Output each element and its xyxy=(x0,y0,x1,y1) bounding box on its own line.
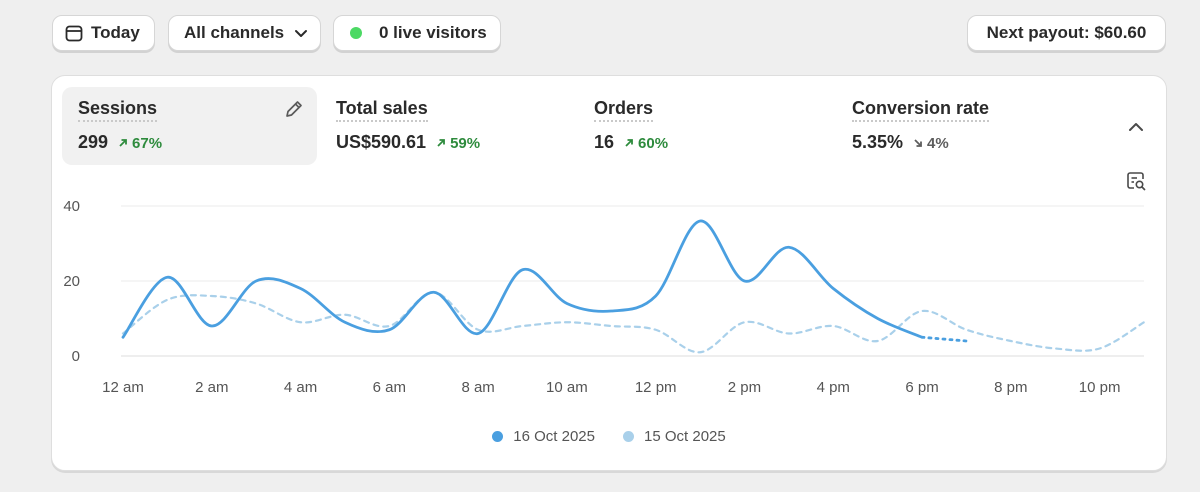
metric-change: 4% xyxy=(913,135,949,152)
metric-change-value: 59% xyxy=(450,134,481,152)
legend-item-current[interactable]: 16 Oct 2025 xyxy=(492,428,595,445)
metric-change-value: 60% xyxy=(638,134,669,152)
calendar-icon xyxy=(65,24,83,42)
metric-tab-total-sales[interactable]: Total sales US$590.61 59% xyxy=(320,87,575,165)
analytics-card: Sessions 299 67% Total sales US$590.61 xyxy=(51,75,1167,471)
chevron-down-icon xyxy=(293,25,309,41)
y-tick-label: 20 xyxy=(63,273,80,290)
chart-legend: 16 Oct 2025 15 Oct 2025 xyxy=(52,428,1166,445)
arrow-down-right-icon xyxy=(914,139,922,147)
metric-value: US$590.61 xyxy=(336,132,427,152)
y-tick-label: 40 xyxy=(63,198,80,215)
legend-item-previous[interactable]: 15 Oct 2025 xyxy=(623,428,726,445)
arrow-up-right-icon xyxy=(625,139,633,147)
arrow-up-right-icon xyxy=(119,139,127,147)
metric-label: Conversion rate xyxy=(852,98,990,122)
metric-label: Sessions xyxy=(78,98,158,122)
date-range-button[interactable]: Today xyxy=(52,15,155,51)
legend-swatch xyxy=(623,431,634,442)
x-tick-label: 2 pm xyxy=(728,379,761,396)
metric-change-value: 67% xyxy=(132,134,163,152)
metric-change: 60% xyxy=(624,135,668,152)
next-payout-label: Next payout: $60.60 xyxy=(986,23,1147,42)
channels-label: All channels xyxy=(184,23,285,42)
sessions-line-chart: 0 20 40 12 am 2 am 4 am 6 am 8 am 10 am 12 pm 2 pm… xyxy=(63,198,1146,396)
live-visitors-button[interactable]: 0 live visitors xyxy=(333,15,501,51)
metric-value: 5.35% xyxy=(852,132,904,152)
metric-tab-sessions[interactable]: Sessions 299 67% xyxy=(62,87,317,165)
metric-tab-orders[interactable]: Orders 16 60% xyxy=(578,87,833,165)
x-tick-label: 10 am xyxy=(546,379,588,396)
x-tick-label: 2 am xyxy=(195,379,228,396)
x-tick-label: 12 am xyxy=(102,379,144,396)
metric-change: 67% xyxy=(118,135,162,152)
legend-swatch xyxy=(492,431,504,442)
live-status-dot xyxy=(350,27,362,39)
series-line-current-projection xyxy=(920,335,968,343)
series-line-current xyxy=(121,219,924,339)
metric-value: 299 xyxy=(78,132,109,152)
metric-change-value: 4% xyxy=(927,134,949,152)
legend-label: 16 Oct 2025 xyxy=(513,428,595,445)
series-line-previous xyxy=(121,291,1146,354)
metric-value: 16 xyxy=(594,132,615,152)
x-tick-label: 4 am xyxy=(284,379,317,396)
chart-search-icon[interactable] xyxy=(1125,170,1147,192)
next-payout-button[interactable]: Next payout: $60.60 xyxy=(967,15,1166,51)
x-tick-label: 4 pm xyxy=(817,379,850,396)
chevron-up-icon[interactable] xyxy=(1125,116,1147,138)
pencil-icon[interactable] xyxy=(283,98,305,120)
x-tick-label: 6 pm xyxy=(905,379,938,396)
x-tick-label: 10 pm xyxy=(1079,379,1121,396)
x-tick-label: 12 pm xyxy=(635,379,677,396)
metric-change: 59% xyxy=(436,135,480,152)
live-visitors-label: 0 live visitors xyxy=(379,23,487,42)
arrow-up-right-icon xyxy=(437,139,445,147)
channels-dropdown[interactable]: All channels xyxy=(168,15,321,51)
toolbar: Today All channels 0 live visitors Next … xyxy=(0,0,1200,70)
metric-tab-conversion-rate[interactable]: Conversion rate 5.35% 4% xyxy=(836,87,1091,165)
y-tick-label: 0 xyxy=(72,348,80,365)
metric-label: Orders xyxy=(594,98,654,122)
date-range-label: Today xyxy=(91,23,140,42)
metric-label: Total sales xyxy=(336,98,428,122)
x-tick-label: 8 pm xyxy=(994,379,1027,396)
x-tick-label: 8 am xyxy=(461,379,494,396)
x-tick-label: 6 am xyxy=(373,379,406,396)
legend-label: 15 Oct 2025 xyxy=(644,428,726,445)
